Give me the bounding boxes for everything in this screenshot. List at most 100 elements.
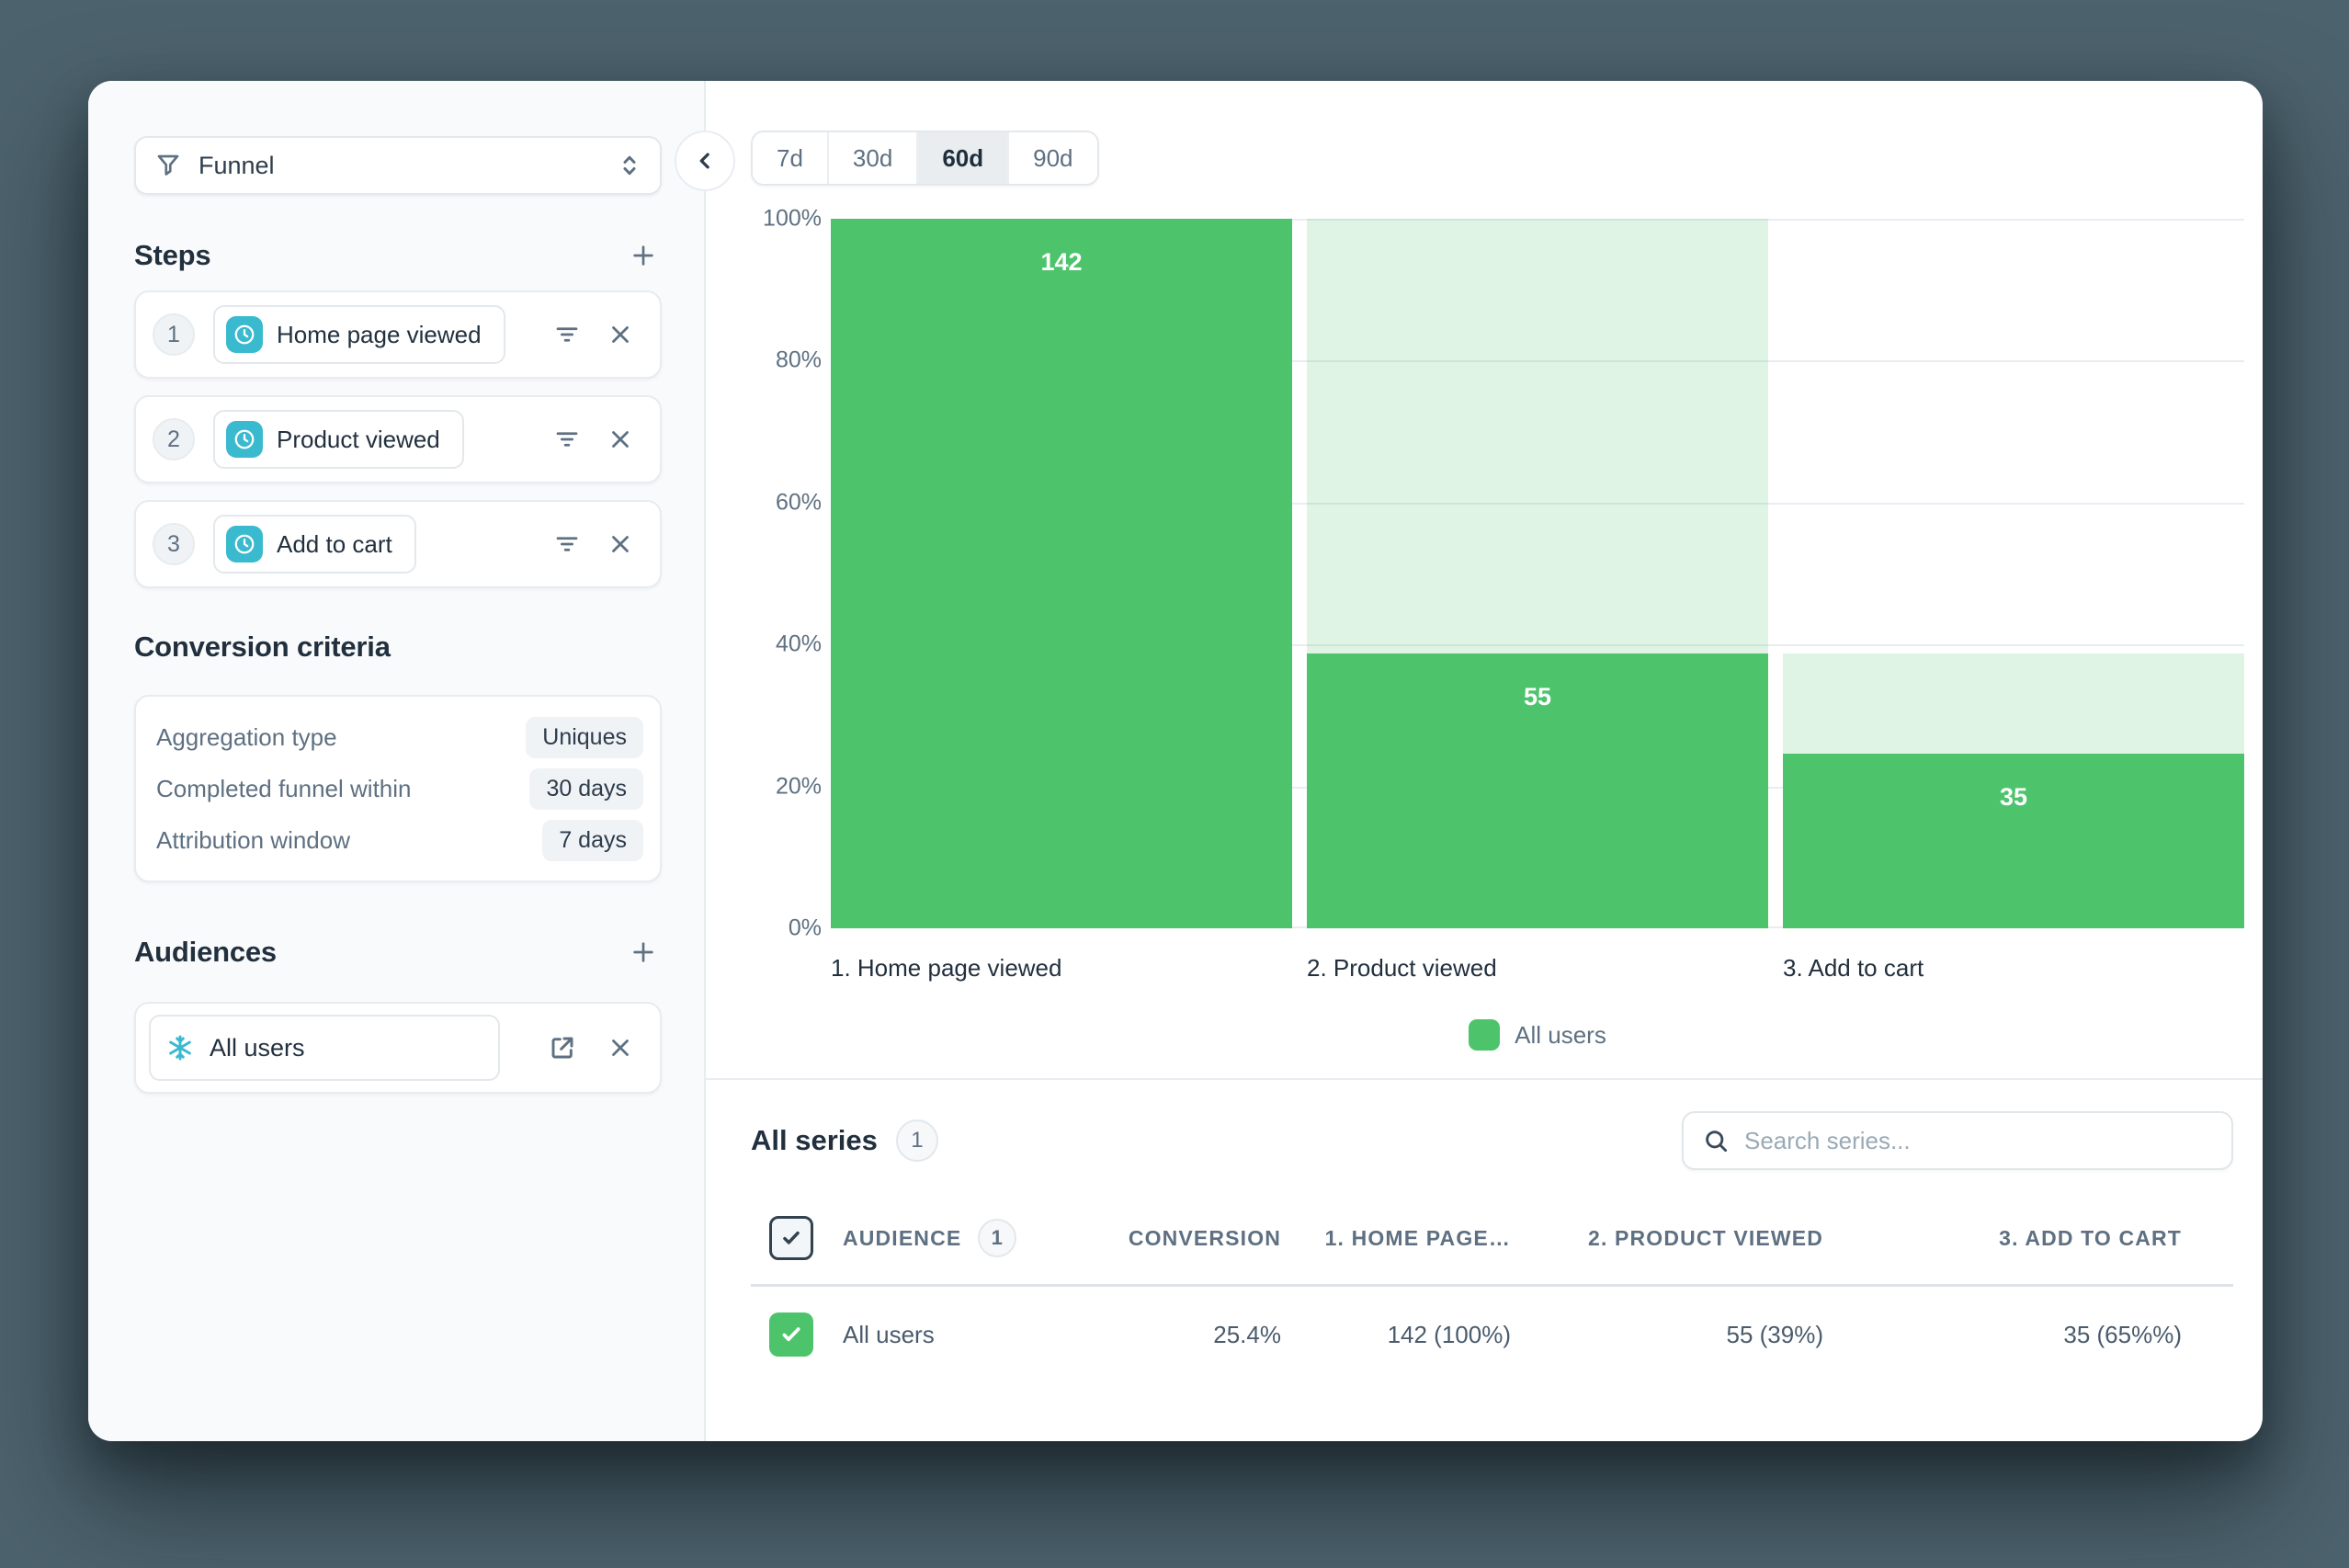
gridline <box>831 502 2244 505</box>
row-step1: 142 (100%) <box>1387 1320 1511 1348</box>
time-range-7d[interactable]: 7d <box>753 132 829 184</box>
step-event-picker[interactable]: Add to cart <box>213 515 416 574</box>
check-icon <box>778 1322 804 1347</box>
audience-picker[interactable]: All users <box>149 1015 500 1081</box>
x-axis: 1. Home page viewed 2. Product viewed 3.… <box>831 954 2244 983</box>
search-icon <box>1702 1127 1730 1154</box>
legend-label: All users <box>1515 1020 1606 1049</box>
funnel-icon <box>154 152 182 179</box>
y-tick: 100% <box>763 205 822 232</box>
step-filter-button[interactable] <box>550 317 584 352</box>
criteria-value-aggregation[interactable]: Uniques <box>526 716 643 758</box>
step-filter-button[interactable] <box>550 527 584 562</box>
step-filter-button[interactable] <box>550 422 584 457</box>
criteria-value-attribution[interactable]: 7 days <box>542 819 643 861</box>
select-all-checkbox[interactable] <box>769 1216 813 1260</box>
filter-lines-icon <box>553 530 581 558</box>
step-event-picker[interactable]: Home page viewed <box>213 305 505 364</box>
bar-step-1: 142 <box>831 219 1292 928</box>
step-event-label: Product viewed <box>277 425 440 453</box>
section-divider <box>706 1078 2263 1080</box>
audience-label: All users <box>210 1033 305 1062</box>
x-category-label: 2. Product viewed <box>1307 954 1497 982</box>
bar-carryover <box>1783 653 2244 754</box>
snowflake-icon <box>165 1033 195 1062</box>
time-range-90d[interactable]: 90d <box>1009 132 1097 184</box>
bar-carryover <box>1307 219 1768 653</box>
col-step1: 1. HOME PAGE… <box>1324 1225 1511 1250</box>
conversion-criteria-title: Conversion criteria <box>134 631 391 663</box>
steps-header: Steps <box>134 237 662 274</box>
bar-value-step-1[interactable]: 142 <box>831 219 1292 928</box>
col-step3: 3. ADD TO CART <box>1999 1225 2182 1250</box>
add-audience-button[interactable] <box>625 934 662 971</box>
plot-area: 142 55 35 <box>831 219 2244 928</box>
x-category-label: 1. Home page viewed <box>831 954 1062 982</box>
step-row-2: 2 Product viewed <box>134 395 662 483</box>
row-step3: 35 (65%%) <box>2063 1320 2182 1348</box>
table-header-separator <box>751 1284 2233 1287</box>
y-axis: 100% 80% 60% 40% 20% 0% <box>750 206 831 941</box>
step-remove-button[interactable] <box>603 527 638 562</box>
steps-title: Steps <box>134 239 211 271</box>
collapse-sidebar-button[interactable] <box>675 131 735 191</box>
time-range-control: 7d 30d 60d 90d <box>751 131 1099 186</box>
series-search <box>1682 1111 2233 1170</box>
step-event-label: Add to cart <box>277 529 392 558</box>
step-event-picker[interactable]: Product viewed <box>213 410 464 469</box>
criteria-row-aggregation: Aggregation type Uniques <box>156 711 643 763</box>
audience-remove-button[interactable] <box>603 1030 638 1065</box>
x-category-label: 3. Add to cart <box>1783 954 1924 982</box>
step-event-label: Home page viewed <box>277 320 482 348</box>
y-tick: 80% <box>775 347 822 373</box>
y-tick: 20% <box>775 773 822 800</box>
step-row-1: 1 Home page viewed <box>134 290 662 379</box>
insight-type-select[interactable]: Funnel <box>134 136 662 195</box>
add-step-button[interactable] <box>625 237 662 274</box>
row-step2: 55 (39%) <box>1726 1320 1824 1348</box>
event-clock-icon <box>226 421 263 458</box>
time-range-60d[interactable]: 60d <box>918 132 1010 184</box>
bar-step-3: 35 <box>1783 219 2244 928</box>
row-checkbox[interactable] <box>769 1312 813 1357</box>
event-clock-icon <box>226 316 263 353</box>
sidebar: Funnel Steps 1 Home page viewed <box>88 81 706 1441</box>
gridline <box>831 219 2244 221</box>
step-remove-button[interactable] <box>603 422 638 457</box>
insight-type-label: Funnel <box>199 151 275 179</box>
criteria-row-attribution: Attribution window 7 days <box>156 814 643 866</box>
criteria-row-window: Completed funnel within 30 days <box>156 763 643 814</box>
audiences-title: Audiences <box>134 936 277 968</box>
step-number-badge: 3 <box>153 523 195 565</box>
criteria-label: Attribution window <box>156 825 350 854</box>
audience-open-button[interactable] <box>544 1029 581 1066</box>
col-audience: AUDIENCE <box>843 1225 962 1250</box>
event-clock-icon <box>226 526 263 562</box>
filter-lines-icon <box>553 426 581 453</box>
y-tick: 60% <box>775 489 822 516</box>
y-tick: 40% <box>775 631 822 657</box>
close-icon <box>607 426 634 453</box>
conversion-criteria-card: Aggregation type Uniques Completed funne… <box>134 695 662 882</box>
audiences-header: Audiences <box>134 934 662 971</box>
step-remove-button[interactable] <box>603 317 638 352</box>
time-range-30d[interactable]: 30d <box>828 132 919 184</box>
plus-icon <box>629 241 658 270</box>
plus-icon <box>629 937 658 967</box>
criteria-value-window[interactable]: 30 days <box>529 767 643 810</box>
filter-lines-icon <box>553 321 581 348</box>
close-icon <box>607 530 634 558</box>
bar-value-step-2[interactable]: 55 <box>1307 653 1768 928</box>
conversion-criteria-header: Conversion criteria <box>134 631 662 664</box>
series-count-badge: 1 <box>895 1119 938 1162</box>
chart-legend: All users <box>831 1019 2244 1051</box>
bar-value-label: 35 <box>1999 782 2028 811</box>
row-audience: All users <box>843 1320 935 1348</box>
legend-swatch <box>1469 1019 1501 1051</box>
series-section: All series 1 <box>706 1080 2263 1382</box>
col-conversion: CONVERSION <box>1128 1225 1281 1250</box>
criteria-label: Aggregation type <box>156 722 337 751</box>
search-series-input[interactable] <box>1744 1126 2213 1155</box>
col-step2: 2. PRODUCT VIEWED <box>1588 1225 1823 1250</box>
bar-value-step-3[interactable]: 35 <box>1783 753 2244 928</box>
